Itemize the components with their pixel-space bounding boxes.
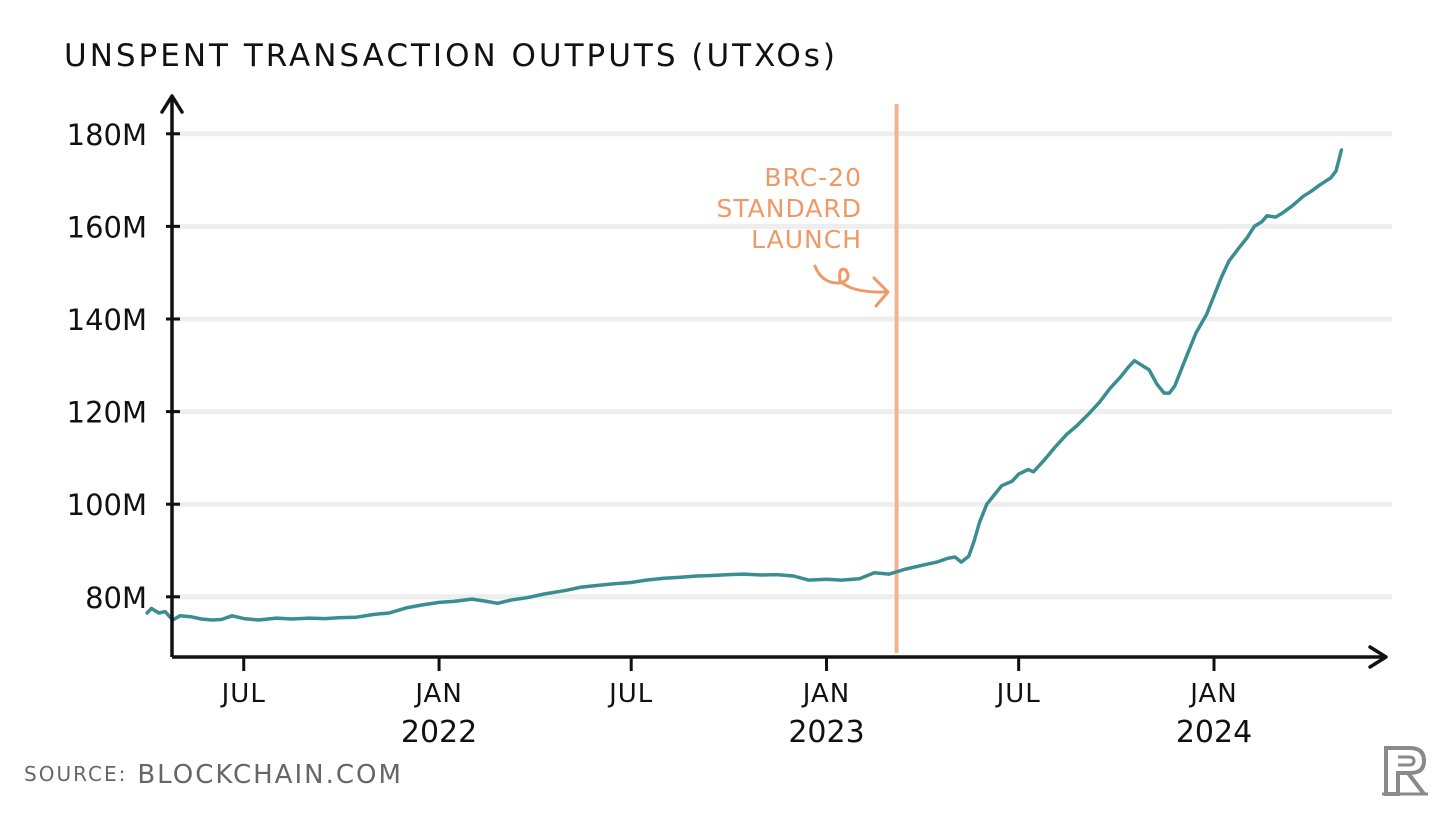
annotation-text-line: BRC-20 xyxy=(764,163,862,192)
gridlines xyxy=(174,131,1392,600)
source-credit: SOURCE: BLOCKCHAIN.COM xyxy=(24,760,403,790)
x-axis-arrowhead xyxy=(1368,645,1388,669)
source-label: SOURCE: xyxy=(24,762,128,786)
x-tick-label: JUL xyxy=(220,679,266,709)
brand-monogram-icon xyxy=(1382,746,1428,796)
y-tick-label: 160M xyxy=(67,210,147,244)
annotation-text-line: LAUNCH xyxy=(751,225,862,254)
y-tick-label: 140M xyxy=(67,303,147,337)
x-tick-label: JAN xyxy=(801,679,850,709)
annotation-arrow-curve xyxy=(813,264,888,294)
y-tick-label: 180M xyxy=(67,118,147,152)
x-tick-label: JUL xyxy=(995,679,1041,709)
axes xyxy=(160,94,1388,671)
x-tick-label: JAN xyxy=(1188,679,1237,709)
y-tick-label: 120M xyxy=(67,396,147,430)
x-tick-year-label: 2022 xyxy=(401,715,477,750)
chart-title: UNSPENT TRANSACTION OUTPUTS (UTXOs) xyxy=(64,38,839,74)
tick-labels: 80M 100M 120M 140M 160M 180M JUL JAN 2022 JUL JAN 2… xyxy=(67,118,1253,750)
source-value: BLOCKCHAIN.COM xyxy=(137,760,403,790)
annotation-text-line: STANDARD xyxy=(716,194,862,223)
y-tick-label: 80M xyxy=(85,581,147,615)
x-tick-label: JAN xyxy=(413,679,462,709)
x-tick-year-label: 2023 xyxy=(788,715,864,750)
x-tick-year-label: 2024 xyxy=(1176,715,1252,750)
y-axis-arrowhead xyxy=(160,94,184,114)
x-tick-label: JUL xyxy=(607,679,653,709)
series-line xyxy=(145,148,1344,622)
y-tick-label: 100M xyxy=(67,488,147,522)
series-group xyxy=(145,148,1344,622)
annotation-arrow-head xyxy=(872,276,890,308)
